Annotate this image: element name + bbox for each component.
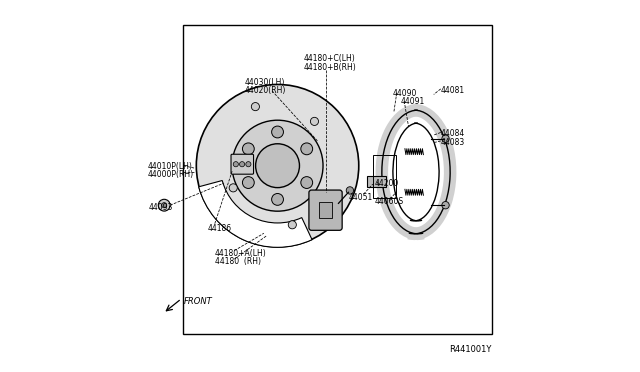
Text: 44090: 44090 [393, 89, 417, 98]
Text: 44200: 44200 [374, 179, 399, 187]
Circle shape [243, 177, 254, 189]
Circle shape [271, 193, 284, 205]
Text: 44180+C(LH): 44180+C(LH) [303, 54, 355, 63]
Circle shape [288, 221, 296, 229]
Text: 44083: 44083 [441, 138, 465, 147]
Bar [367, 176, 386, 187]
Circle shape [255, 144, 300, 187]
Circle shape [442, 135, 449, 142]
Circle shape [162, 203, 167, 208]
Circle shape [239, 161, 244, 167]
Text: 44081: 44081 [441, 86, 465, 95]
Text: 44180+A(LH): 44180+A(LH) [215, 249, 266, 258]
Circle shape [229, 184, 237, 192]
Circle shape [196, 84, 359, 247]
Circle shape [158, 199, 170, 211]
Circle shape [232, 120, 323, 211]
Circle shape [310, 117, 319, 125]
Text: 44093: 44093 [148, 203, 173, 212]
Text: R441001Y: R441001Y [449, 345, 492, 354]
Text: 44010P(LH): 44010P(LH) [148, 162, 193, 171]
Circle shape [301, 143, 313, 155]
Text: 44051: 44051 [349, 193, 373, 202]
Text: 44000P(RH): 44000P(RH) [148, 170, 194, 179]
Text: 44180  (RH): 44180 (RH) [215, 257, 260, 266]
Bar [184, 25, 492, 334]
Text: 44030(LH): 44030(LH) [244, 78, 285, 87]
Circle shape [271, 126, 284, 138]
Circle shape [442, 202, 449, 209]
FancyBboxPatch shape [231, 154, 253, 174]
Circle shape [233, 161, 239, 167]
Wedge shape [198, 180, 312, 247]
Circle shape [243, 143, 254, 155]
Bar [373, 155, 396, 198]
Text: 44060S: 44060S [374, 197, 403, 206]
Circle shape [346, 187, 353, 194]
Text: 44020(RH): 44020(RH) [244, 86, 285, 95]
Circle shape [246, 161, 251, 167]
Circle shape [252, 103, 259, 111]
Text: 44186: 44186 [207, 224, 232, 233]
Text: 44084: 44084 [441, 129, 465, 138]
Text: 44180+B(RH): 44180+B(RH) [303, 62, 356, 72]
Circle shape [301, 177, 313, 189]
Bar [319, 202, 332, 218]
Text: FRONT: FRONT [184, 297, 212, 306]
FancyBboxPatch shape [309, 190, 342, 230]
Text: 44091: 44091 [401, 97, 425, 106]
